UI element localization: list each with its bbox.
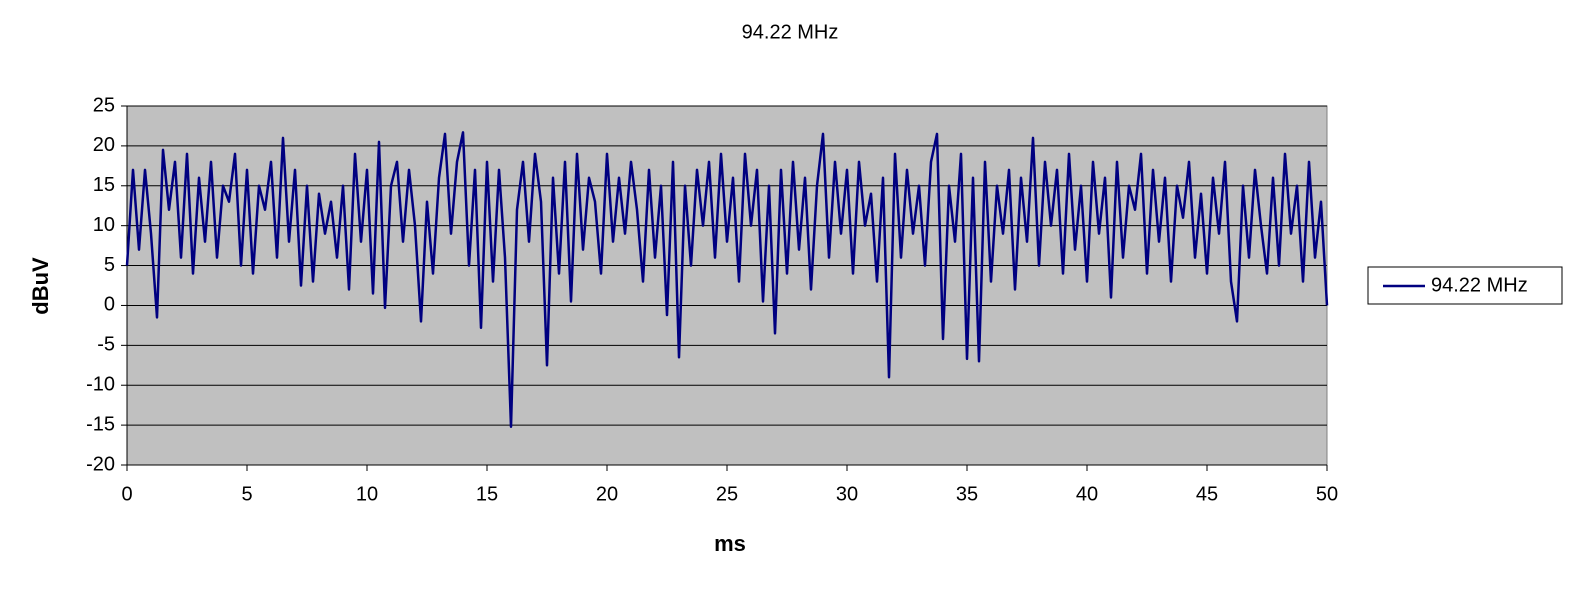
x-tick-label: 25 [716, 483, 738, 505]
x-tick-label: 30 [836, 483, 858, 505]
x-tick-label: 45 [1196, 483, 1218, 505]
x-tick-label: 15 [476, 483, 498, 505]
y-tick-label: -20 [86, 453, 115, 475]
x-tick-label: 20 [596, 483, 618, 505]
x-axis-label: ms [714, 531, 746, 556]
x-tick-label: 0 [121, 483, 132, 505]
y-tick-label: -10 [86, 374, 115, 396]
legend-label: 94.22 MHz [1431, 274, 1528, 296]
y-tick-label: 25 [93, 94, 115, 116]
x-tick-label: 5 [241, 483, 252, 505]
x-tick-label: 35 [956, 483, 978, 505]
data-line [125, 131, 1329, 428]
y-axis-label: dBuV [28, 257, 53, 315]
x-tick-label: 50 [1316, 483, 1338, 505]
chart-title: 94.22 MHz [742, 21, 839, 43]
plot-area [126, 105, 1328, 466]
y-tick-label: -15 [86, 413, 115, 435]
y-tick-label: 0 [104, 294, 115, 316]
x-tick-label: 10 [356, 483, 378, 505]
y-tick-label: 10 [93, 214, 115, 236]
y-tick-label: 15 [93, 174, 115, 196]
y-tick-label: -5 [97, 334, 115, 356]
y-tick-label: 5 [104, 254, 115, 276]
y-tick-label: 20 [93, 134, 115, 156]
x-tick-label: 40 [1076, 483, 1098, 505]
